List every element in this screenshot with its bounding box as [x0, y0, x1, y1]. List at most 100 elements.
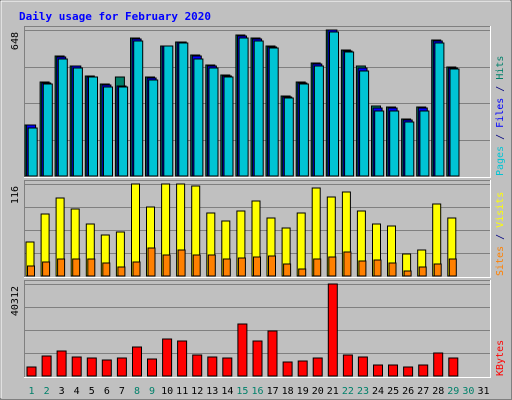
bar-pages-day-16: Pages 16: 600 — [253, 40, 264, 177]
day-label: 4 — [74, 386, 80, 397]
bar-kbytes-day-13: KBytes 13: 8300 — [207, 356, 218, 377]
panel-legend-label: Pages / Files / Hits — [495, 56, 506, 176]
bar-kbytes-day-17: KBytes 17: 19800 — [267, 330, 278, 377]
day-label: 9 — [149, 386, 155, 397]
bar-pages-day-5: Pages 5: 440 — [88, 76, 98, 177]
bar-kbytes-day-22: KBytes 22: 9300 — [342, 354, 353, 377]
bar-sites-day-18: Sites 18: 15 — [283, 263, 292, 277]
day-label: 29 — [447, 386, 459, 397]
bar-kbytes-day-23: KBytes 23: 8400 — [357, 356, 368, 377]
day-label: 12 — [191, 386, 203, 397]
bar-sites-day-1: Sites 1: 13 — [27, 265, 35, 277]
bar-sites-day-19: Sites 19: 9 — [298, 268, 307, 277]
panel-kbytes: 40312 KBytes KBytes 1: 3800 KBytes 2: 8600 K… — [10, 280, 506, 378]
legend-part: / — [495, 228, 506, 246]
day-label: 5 — [89, 386, 95, 397]
chart-title: Daily usage for February 2020 — [19, 10, 211, 23]
bar-sites-day-2: Sites 2: 18 — [42, 261, 51, 277]
bar-kbytes-day-19: KBytes 19: 6700 — [297, 360, 308, 377]
bar-kbytes-day-10: KBytes 10: 16200 — [162, 338, 173, 377]
bar-kbytes-day-21: KBytes 21: 40312 — [327, 283, 338, 377]
day-label: 28 — [432, 386, 444, 397]
bar-kbytes-day-5: KBytes 5: 8100 — [86, 357, 97, 377]
bar-pages-day-1: Pages 1: 215 — [27, 127, 38, 177]
bar-kbytes-day-15: KBytes 15: 22800 — [237, 323, 248, 377]
bar-sites-day-4: Sites 4: 22 — [72, 258, 81, 277]
day-label: 31 — [477, 386, 489, 397]
day-label: 24 — [372, 386, 384, 397]
bar-pages-day-7: Pages 7: 395 — [118, 86, 129, 177]
bar-kbytes-day-3: KBytes 3: 10800 — [56, 350, 67, 377]
day-label: 8 — [134, 386, 140, 397]
day-label: 11 — [176, 386, 188, 397]
bar-kbytes-day-1: KBytes 1: 3800 — [26, 366, 37, 377]
bar-pages-day-17: Pages 17: 570 — [268, 47, 279, 177]
bar-pages-day-18: Pages 18: 345 — [283, 97, 294, 177]
bar-pages-day-3: Pages 3: 520 — [57, 58, 68, 177]
day-label: 27 — [417, 386, 429, 397]
bar-kbytes-day-27: KBytes 27: 4800 — [418, 364, 429, 377]
bar-visits-day-19: Visits 19: 79 — [296, 212, 306, 277]
bar-kbytes-day-12: KBytes 12: 9100 — [192, 354, 203, 377]
bar-pages-day-9: Pages 9: 428 — [148, 79, 159, 177]
bar-sites-day-13: Sites 13: 27 — [207, 254, 216, 277]
bar-sites-day-3: Sites 3: 21 — [57, 258, 66, 277]
bar-kbytes-day-16: KBytes 16: 15300 — [252, 340, 263, 377]
day-label: 3 — [59, 386, 65, 397]
bar-kbytes-day-14: KBytes 14: 7800 — [222, 357, 233, 377]
panel-max-label: 40312 — [10, 286, 21, 316]
day-label: 2 — [44, 386, 50, 397]
bar-pages-day-23: Pages 23: 468 — [359, 70, 370, 177]
legend-part: Files — [495, 98, 506, 128]
bar-sites-day-21: Sites 21: 24 — [328, 256, 337, 277]
day-label: 18 — [282, 386, 294, 397]
bar-sites-day-10: Sites 10: 27 — [162, 254, 171, 277]
legend-part: / — [495, 128, 506, 146]
day-label: 19 — [297, 386, 309, 397]
bar-pages-day-20: Pages 20: 490 — [313, 65, 324, 177]
bar-pages-day-19: Pages 19: 410 — [298, 83, 309, 177]
bar-pages-day-13: Pages 13: 480 — [208, 67, 219, 177]
bar-kbytes-day-20: KBytes 20: 8000 — [312, 357, 323, 377]
bar-sites-day-24: Sites 24: 20 — [373, 259, 382, 277]
bar-kbytes-day-7: KBytes 7: 8100 — [116, 357, 127, 377]
bar-sites-day-16: Sites 16: 24 — [253, 256, 261, 277]
bar-kbytes-day-26: KBytes 26: 3800 — [403, 366, 414, 377]
bar-sites-day-22: Sites 22: 30 — [343, 251, 352, 277]
bar-kbytes-day-6: KBytes 6: 7200 — [101, 359, 112, 377]
bar-pages-day-24: Pages 24: 290 — [374, 110, 385, 177]
bar-pages-day-6: Pages 6: 397 — [103, 86, 113, 177]
panel-max-label: 648 — [10, 32, 21, 50]
day-labels: 1 2 3 4 5 6 7 8 9 10 11 12 13 14 15 16 17 18 19 20 21 22 23 24 2… — [28, 386, 489, 397]
bar-sites-day-27: Sites 27: 11 — [418, 266, 427, 277]
bar-kbytes-day-29: KBytes 29: 8000 — [448, 357, 459, 377]
bar-pages-day-26: Pages 26: 240 — [404, 121, 415, 177]
bar-kbytes-day-11: KBytes 11: 15200 — [177, 340, 188, 377]
bar-kbytes-day-18: KBytes 18: 6100 — [282, 361, 293, 377]
bar-sites-day-14: Sites 14: 21 — [222, 258, 231, 277]
bar-sites-day-26: Sites 26: 6 — [403, 270, 412, 277]
bar-sites-day-7: Sites 7: 11 — [117, 266, 126, 277]
day-label: 7 — [119, 386, 125, 397]
bar-sites-day-9: Sites 9: 35 — [147, 247, 156, 277]
day-label: 17 — [267, 386, 279, 397]
bar-pages-day-11: Pages 11: 590 — [178, 42, 189, 177]
bar-pages-day-29: Pages 29: 475 — [449, 68, 460, 177]
day-label: 13 — [206, 386, 218, 397]
bar-pages-day-28: Pages 28: 590 — [434, 42, 445, 177]
legend-part: Hits — [495, 56, 506, 80]
legend-part: Visits — [495, 192, 506, 228]
bar-pages-day-10: Pages 10: 575 — [163, 45, 174, 177]
bar-sites-day-23: Sites 23: 19 — [358, 260, 367, 277]
bar-kbytes-day-4: KBytes 4: 8300 — [71, 356, 82, 377]
bar-sites-day-5: Sites 5: 22 — [87, 258, 96, 277]
bar-sites-day-20: Sites 20: 22 — [313, 258, 322, 277]
day-label: 1 — [28, 386, 34, 397]
bar-sites-day-12: Sites 12: 26 — [192, 254, 201, 277]
bar-sites-day-8: Sites 8: 18 — [132, 261, 141, 277]
bar-pages-day-15: Pages 15: 612 — [238, 37, 249, 177]
